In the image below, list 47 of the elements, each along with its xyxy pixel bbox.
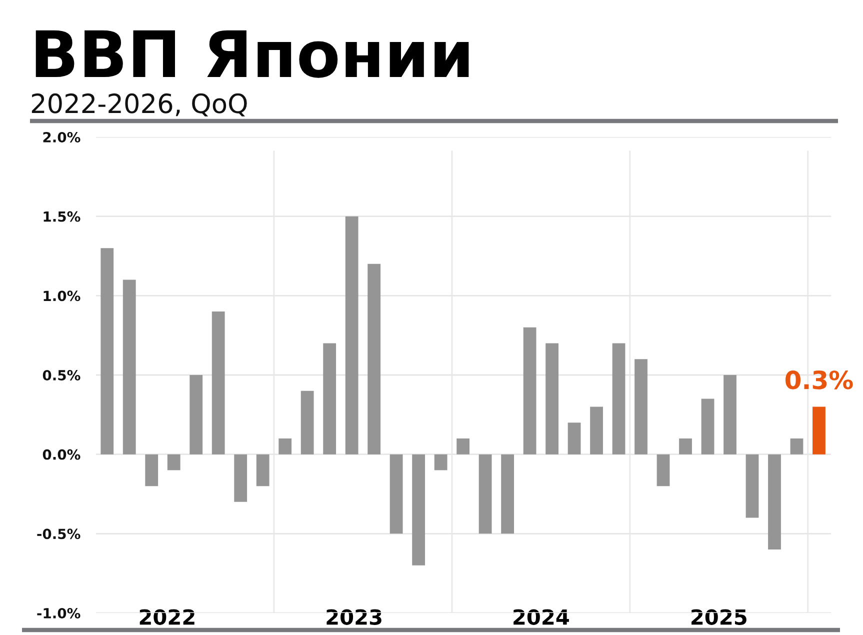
chart-subtitle: 2022-2026, QoQ xyxy=(32,93,247,116)
x-tick-label: 2024 xyxy=(514,609,569,625)
bar xyxy=(746,454,759,518)
bar xyxy=(212,312,225,454)
bar xyxy=(501,454,514,534)
bar xyxy=(634,359,648,454)
bar xyxy=(790,438,804,454)
bar xyxy=(724,375,736,454)
bar xyxy=(612,343,626,454)
y-tick-label: 2.0% xyxy=(43,132,80,142)
bar xyxy=(412,454,426,566)
x-tick-label: 2025 xyxy=(692,609,746,625)
bar xyxy=(167,454,180,470)
bar xyxy=(100,248,114,454)
y-tick-label: 0.0% xyxy=(42,449,80,460)
bar xyxy=(701,398,714,454)
bar xyxy=(679,438,692,454)
y-tick-label: -1.0% xyxy=(37,608,80,618)
y-tick-label: 1.0% xyxy=(44,290,80,302)
bar xyxy=(568,422,581,454)
bar xyxy=(234,454,248,502)
bar xyxy=(190,375,203,454)
y-tick-label: -0.5% xyxy=(37,528,80,540)
bar xyxy=(278,438,292,454)
x-tick-label: 2023 xyxy=(326,609,382,625)
bar xyxy=(390,454,403,534)
chart-title: ВВП Японии xyxy=(36,30,469,78)
bar xyxy=(323,343,336,454)
bar xyxy=(300,390,314,454)
bar xyxy=(368,264,381,454)
y-tick-label: 0.5% xyxy=(42,370,80,380)
bar xyxy=(434,454,448,470)
bar xyxy=(812,406,826,454)
x-tick-label: 2022 xyxy=(140,609,194,625)
bar xyxy=(523,327,536,454)
bar xyxy=(345,216,358,454)
bar xyxy=(122,280,136,454)
y-tick-label: 1.5% xyxy=(44,211,80,222)
data-label: 0.3% xyxy=(786,370,853,390)
bar xyxy=(456,438,470,454)
bar xyxy=(590,406,603,454)
bar xyxy=(546,343,558,454)
bar xyxy=(768,454,781,550)
bar xyxy=(256,454,270,486)
bar xyxy=(145,454,158,486)
bar xyxy=(478,454,492,534)
bar xyxy=(656,454,670,486)
